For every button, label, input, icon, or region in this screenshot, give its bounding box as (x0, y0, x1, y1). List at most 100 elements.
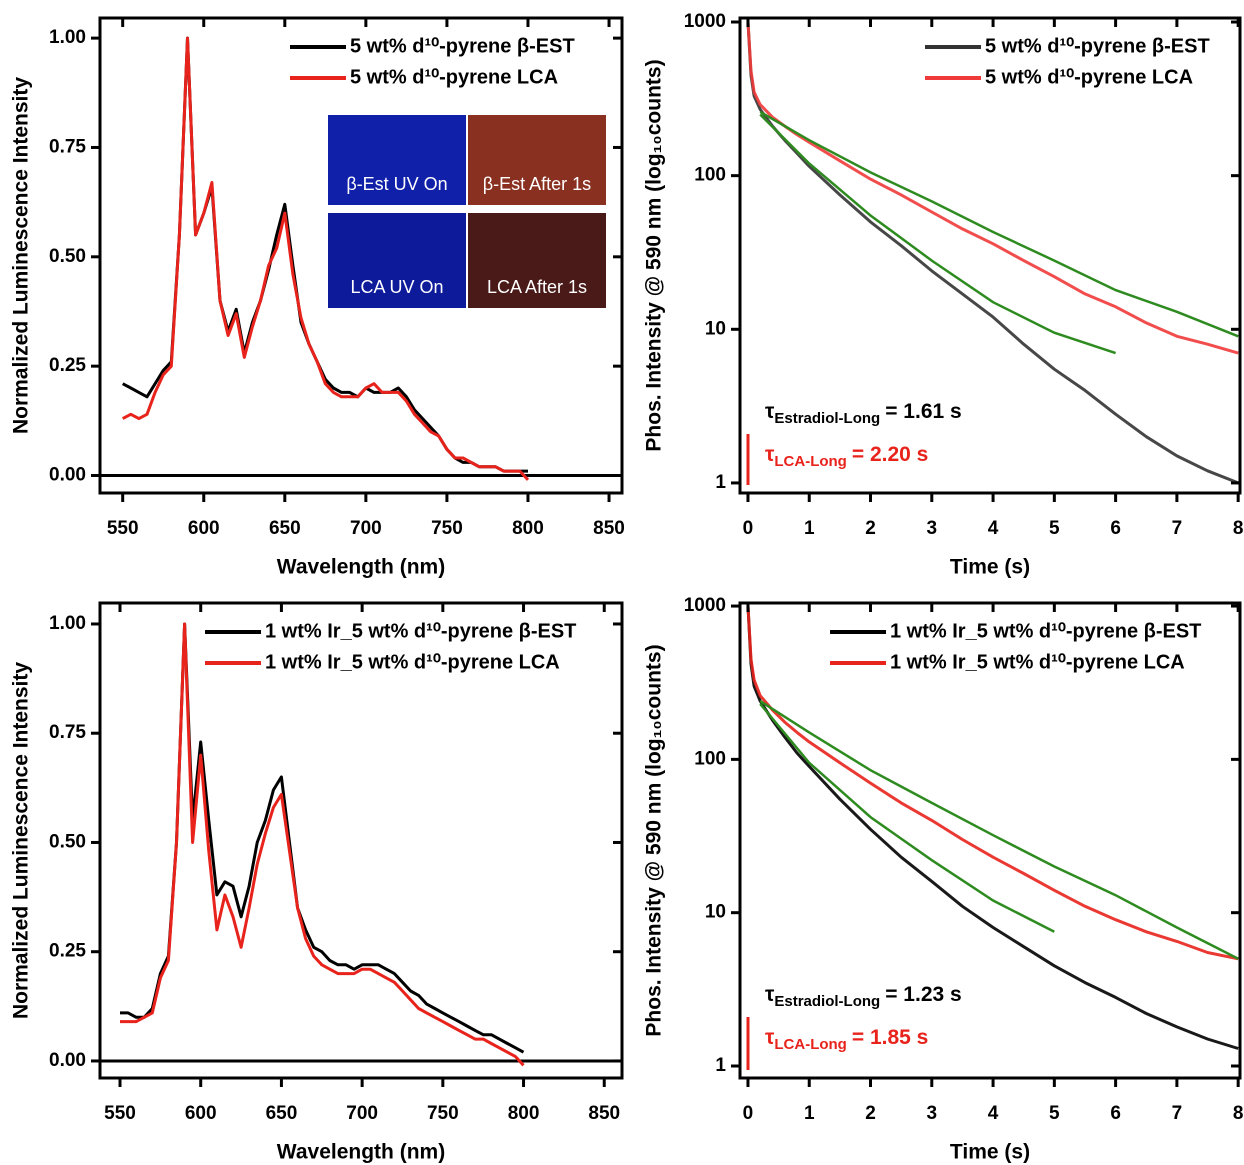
series-line (120, 622, 525, 1067)
x-axis-label: Time (s) (950, 556, 1030, 579)
annotation: τEstradiol-Long = 1.61 s (765, 400, 962, 427)
x-tick-label: 700 (346, 1103, 378, 1124)
inset-label: LCA UV On (350, 277, 443, 297)
x-tick-label: 7 (1172, 518, 1183, 539)
y-tick-label: 0.75 (49, 722, 86, 743)
x-tick-label: 850 (588, 1103, 620, 1124)
x-tick-label: 6 (1110, 1103, 1121, 1124)
plot-area (746, 21, 1239, 485)
annotation-symbol: τ (765, 983, 775, 1006)
y-tick-label: 100 (694, 748, 726, 769)
fit-line (759, 700, 1239, 960)
annotation: τEstradiol-Long = 1.23 s (765, 983, 962, 1010)
x-tick-label: 0 (743, 1103, 754, 1124)
inset-photo (328, 213, 466, 308)
legend-label: 5 wt% d¹⁰-pyrene β-EST (350, 35, 575, 57)
fit-line (759, 113, 1116, 355)
x-tick-label: 600 (185, 1103, 217, 1124)
x-tick-label: 650 (269, 518, 301, 539)
y-tick-label: 1000 (684, 11, 726, 32)
annotation: τLCA-Long = 2.20 s (765, 443, 928, 470)
series-line (746, 21, 1239, 485)
annotation-symbol: τ (765, 400, 775, 423)
y-tick-label: 0.00 (49, 465, 86, 486)
x-tick-label: 700 (350, 518, 382, 539)
x-tick-label: 7 (1172, 1103, 1183, 1124)
y-tick-label: 10 (705, 902, 726, 923)
y-axis-label: Phos. Intensity @ 590 nm (log₁₀counts) (643, 59, 666, 451)
y-axis-label: Phos. Intensity @ 590 nm (log₁₀counts) (643, 644, 666, 1036)
x-axis-label: Wavelength (nm) (277, 1141, 445, 1164)
y-tick-label: 10 (705, 318, 726, 339)
x-axis-label: Wavelength (nm) (277, 556, 445, 579)
y-tick-label: 0.00 (49, 1050, 86, 1071)
legend-label: 1 wt% Ir_5 wt% d¹⁰-pyrene β-EST (890, 620, 1201, 642)
fit-line (759, 703, 1055, 933)
fit-line (759, 110, 1239, 338)
annotation-text: = 1.85 s (852, 1026, 928, 1049)
inset-photo (468, 213, 606, 308)
x-tick-label: 5 (1049, 518, 1060, 539)
series-line (120, 622, 525, 1054)
x-tick-label: 650 (266, 1103, 298, 1124)
inset-photo (468, 115, 606, 205)
x-tick-label: 800 (508, 1103, 540, 1124)
annotation-symbol: τ (765, 1026, 775, 1049)
annotation-symbol: τ (765, 443, 775, 466)
x-tick-label: 4 (988, 518, 999, 539)
legend-label: 5 wt% d¹⁰-pyrene LCA (985, 66, 1193, 88)
x-tick-label: 3 (927, 1103, 938, 1124)
x-tick-label: 2 (865, 518, 876, 539)
series-line (746, 21, 1239, 355)
x-tick-label: 1 (804, 1103, 815, 1124)
plot-area (100, 36, 622, 481)
y-tick-label: 0.50 (49, 831, 86, 852)
y-tick-label: 1.00 (49, 613, 86, 634)
y-tick-label: 0.50 (49, 246, 86, 267)
y-tick-label: 0.25 (49, 941, 86, 962)
plot-frame (98, 601, 624, 1080)
x-tick-label: 750 (431, 518, 463, 539)
plot-frame (738, 601, 1242, 1080)
series-line (746, 606, 1239, 961)
series-line (121, 36, 530, 481)
annotation: τLCA-Long = 1.85 s (765, 1026, 928, 1053)
y-tick-label: 1000 (684, 595, 726, 616)
y-tick-label: 0.25 (49, 355, 86, 376)
x-tick-label: 8 (1233, 1103, 1244, 1124)
x-tick-label: 600 (188, 518, 220, 539)
x-tick-label: 4 (988, 1103, 999, 1124)
legend-label: 5 wt% d¹⁰-pyrene LCA (350, 66, 558, 88)
inset-photo (328, 115, 466, 205)
x-tick-label: 1 (804, 518, 815, 539)
x-tick-label: 5 (1049, 1103, 1060, 1124)
annotation-text: = 1.23 s (885, 983, 961, 1006)
legend-label: 1 wt% Ir_5 wt% d¹⁰-pyrene β-EST (265, 620, 576, 642)
x-tick-label: 0 (743, 518, 754, 539)
y-tick-label: 0.75 (49, 136, 86, 157)
x-tick-label: 6 (1110, 518, 1121, 539)
legend-label: 1 wt% Ir_5 wt% d¹⁰-pyrene LCA (265, 651, 560, 673)
x-tick-label: 550 (107, 518, 139, 539)
x-tick-label: 750 (427, 1103, 459, 1124)
y-tick-label: 1 (715, 472, 726, 493)
annotation-subscript: LCA-Long (774, 1036, 846, 1053)
legend-label: 1 wt% Ir_5 wt% d¹⁰-pyrene LCA (890, 651, 1185, 673)
x-tick-label: 850 (593, 518, 625, 539)
annotation-subscript: Estradiol-Long (774, 410, 880, 427)
y-tick-label: 1.00 (49, 27, 86, 48)
annotation-subscript: LCA-Long (774, 453, 846, 470)
y-tick-label: 100 (694, 165, 726, 186)
x-tick-label: 800 (512, 518, 544, 539)
annotation-text: = 2.20 s (852, 443, 928, 466)
plot-area (746, 606, 1239, 1050)
plot-frame (738, 16, 1242, 495)
legend-label: 5 wt% d¹⁰-pyrene β-EST (985, 35, 1210, 57)
inset-label: β-Est UV On (346, 174, 447, 194)
x-tick-label: 2 (865, 1103, 876, 1124)
x-axis-label: Time (s) (950, 1141, 1030, 1164)
annotation-subscript: Estradiol-Long (774, 993, 880, 1010)
x-tick-label: 3 (927, 518, 938, 539)
x-tick-label: 8 (1233, 518, 1244, 539)
